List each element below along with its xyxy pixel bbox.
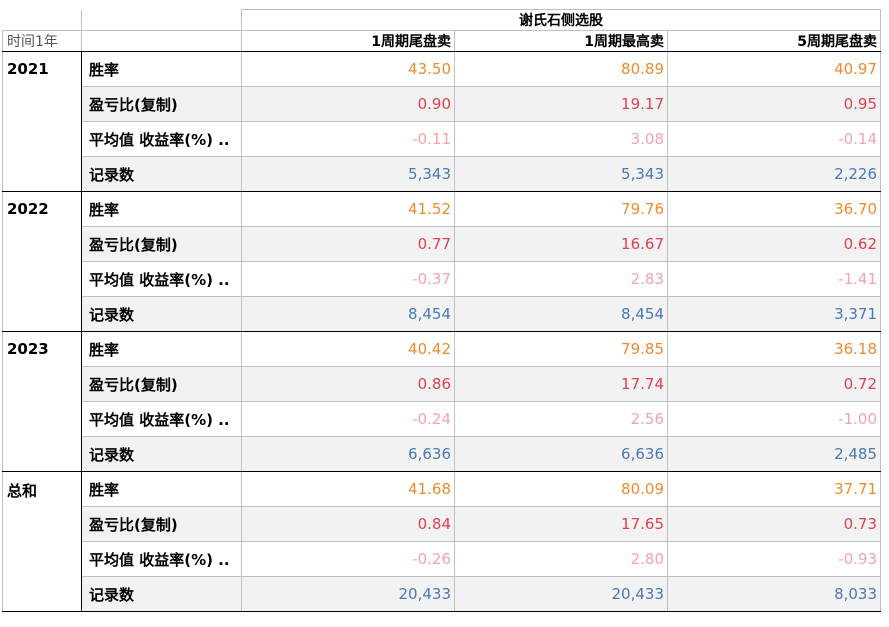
value-cell: 79.85 bbox=[454, 331, 668, 367]
value-cell: 2,485 bbox=[666, 436, 882, 472]
value-cell: 0.73 bbox=[666, 506, 882, 542]
value-cell: 79.76 bbox=[454, 191, 668, 227]
year-label: 2023 bbox=[2, 331, 82, 472]
value-cell: 2.56 bbox=[454, 401, 668, 437]
time-label: 时间1年 bbox=[2, 30, 82, 52]
value-cell: -0.14 bbox=[666, 121, 882, 157]
metric-label: 盈亏比(复制) bbox=[81, 506, 242, 542]
table-row: 2023 胜率 40.42 79.85 36.18 bbox=[2, 331, 882, 472]
metric-label: 记录数 bbox=[81, 296, 242, 332]
value-cell: 2.80 bbox=[454, 541, 668, 577]
value-cell: 0.86 bbox=[241, 366, 455, 402]
group-header: 谢氏石侧选股 bbox=[240, 9, 882, 31]
stats-table-body: 谢氏石侧选股 时间1年 1周期尾盘卖 1周期最高卖 5周期尾盘卖 2021 胜率 4… bbox=[2, 9, 882, 612]
value-cell: -0.24 bbox=[241, 401, 455, 437]
metric-label: 平均值 收益率(%) .. bbox=[81, 541, 242, 577]
metric-label: 胜率 bbox=[81, 51, 242, 87]
header-row-columns: 时间1年 1周期尾盘卖 1周期最高卖 5周期尾盘卖 bbox=[2, 30, 882, 52]
value-cell: 0.77 bbox=[241, 226, 455, 262]
value-cell: 20,433 bbox=[241, 576, 455, 612]
value-cell: -0.37 bbox=[241, 261, 455, 297]
value-cell: 16.67 bbox=[454, 226, 668, 262]
table-row: 记录数 6,636 6,636 2,485 bbox=[3, 436, 882, 472]
value-cell: 19.17 bbox=[454, 86, 668, 122]
value-cell: 36.70 bbox=[666, 191, 882, 227]
metric-label: 记录数 bbox=[81, 576, 242, 612]
metric-label: 胜率 bbox=[81, 191, 242, 227]
table-row: 总和 胜率 41.68 80.09 37.71 bbox=[2, 471, 882, 612]
value-cell: 20,433 bbox=[454, 576, 668, 612]
value-cell: 0.84 bbox=[241, 506, 455, 542]
value-cell: 40.42 bbox=[241, 331, 455, 367]
metric-label: 平均值 收益率(%) .. bbox=[81, 121, 242, 157]
value-cell: 2.83 bbox=[454, 261, 668, 297]
table-row: 记录数 20,433 20,433 8,033 bbox=[3, 576, 882, 612]
metric-label: 盈亏比(复制) bbox=[81, 226, 242, 262]
value-cell: -1.00 bbox=[666, 401, 882, 437]
value-cell: 8,454 bbox=[241, 296, 455, 332]
metric-label: 平均值 收益率(%) .. bbox=[81, 261, 242, 297]
table-row: 盈亏比(复制) 0.84 17.65 0.73 bbox=[3, 506, 882, 542]
value-cell: 2,226 bbox=[666, 156, 882, 192]
value-cell: 6,636 bbox=[241, 436, 455, 472]
value-cell: 0.62 bbox=[666, 226, 882, 262]
table-row: 2022 胜率 41.52 79.76 36.70 bbox=[2, 191, 882, 332]
value-cell: 5,343 bbox=[241, 156, 455, 192]
value-cell: 40.97 bbox=[666, 51, 882, 87]
value-cell: 80.89 bbox=[454, 51, 668, 87]
column-header-1: 1周期尾盘卖 bbox=[241, 30, 455, 52]
year-label: 总和 bbox=[2, 471, 82, 612]
metric-label: 记录数 bbox=[81, 436, 242, 472]
value-cell: 0.95 bbox=[666, 86, 882, 122]
value-cell: 41.52 bbox=[241, 191, 455, 227]
value-cell: 43.50 bbox=[241, 51, 455, 87]
table-row: 平均值 收益率(%) .. -0.37 2.83 -1.41 bbox=[3, 261, 882, 297]
header-blank-3 bbox=[81, 30, 242, 52]
value-cell: -0.11 bbox=[241, 121, 455, 157]
metric-label: 平均值 收益率(%) .. bbox=[81, 401, 242, 437]
value-cell: 6,636 bbox=[454, 436, 668, 472]
value-cell: 41.68 bbox=[241, 471, 455, 507]
metric-label: 记录数 bbox=[81, 156, 242, 192]
column-header-2: 1周期最高卖 bbox=[454, 30, 668, 52]
metric-label: 胜率 bbox=[81, 471, 242, 507]
stats-table: 谢氏石侧选股 时间1年 1周期尾盘卖 1周期最高卖 5周期尾盘卖 2021 胜率 4… bbox=[2, 9, 882, 612]
value-cell: 5,343 bbox=[454, 156, 668, 192]
table-row: 2021 胜率 43.50 80.89 40.97 bbox=[2, 51, 882, 192]
value-cell: -0.26 bbox=[241, 541, 455, 577]
table-row: 平均值 收益率(%) .. -0.26 2.80 -0.93 bbox=[3, 541, 882, 577]
value-cell: 80.09 bbox=[454, 471, 668, 507]
table-row: 盈亏比(复制) 0.90 19.17 0.95 bbox=[3, 86, 882, 122]
value-cell: 8,454 bbox=[454, 296, 668, 332]
value-cell: 0.90 bbox=[241, 86, 455, 122]
table-row: 盈亏比(复制) 0.86 17.74 0.72 bbox=[3, 366, 882, 402]
table-row: 盈亏比(复制) 0.77 16.67 0.62 bbox=[3, 226, 882, 262]
value-cell: 17.65 bbox=[454, 506, 668, 542]
value-cell: 3.08 bbox=[454, 121, 668, 157]
metric-label: 胜率 bbox=[81, 331, 242, 367]
table-row: 平均值 收益率(%) .. -0.24 2.56 -1.00 bbox=[3, 401, 882, 437]
value-cell: 0.72 bbox=[666, 366, 882, 402]
column-header-3: 5周期尾盘卖 bbox=[666, 30, 882, 52]
year-label: 2022 bbox=[2, 191, 82, 332]
value-cell: 37.71 bbox=[666, 471, 882, 507]
value-cell: 3,371 bbox=[666, 296, 882, 332]
value-cell: 36.18 bbox=[666, 331, 882, 367]
header-blank-2 bbox=[81, 9, 242, 31]
year-label: 2021 bbox=[2, 51, 82, 192]
metric-label: 盈亏比(复制) bbox=[81, 86, 242, 122]
value-cell: 8,033 bbox=[666, 576, 882, 612]
table-row: 记录数 8,454 8,454 3,371 bbox=[3, 296, 882, 332]
header-row-group: 谢氏石侧选股 bbox=[2, 9, 882, 31]
table-row: 平均值 收益率(%) .. -0.11 3.08 -0.14 bbox=[3, 121, 882, 157]
metric-label: 盈亏比(复制) bbox=[81, 366, 242, 402]
value-cell: -0.93 bbox=[666, 541, 882, 577]
header-blank-1 bbox=[2, 9, 82, 31]
value-cell: -1.41 bbox=[666, 261, 882, 297]
table-row: 记录数 5,343 5,343 2,226 bbox=[3, 156, 882, 192]
value-cell: 17.74 bbox=[454, 366, 668, 402]
